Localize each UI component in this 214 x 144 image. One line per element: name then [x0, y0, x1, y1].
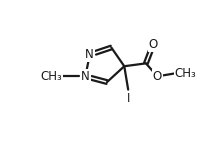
- Text: O: O: [153, 70, 162, 83]
- Text: N: N: [85, 48, 94, 61]
- Text: CH₃: CH₃: [41, 70, 62, 83]
- Text: I: I: [127, 92, 130, 105]
- Text: CH₃: CH₃: [175, 67, 196, 80]
- Text: N: N: [81, 70, 90, 83]
- Text: O: O: [149, 38, 158, 51]
